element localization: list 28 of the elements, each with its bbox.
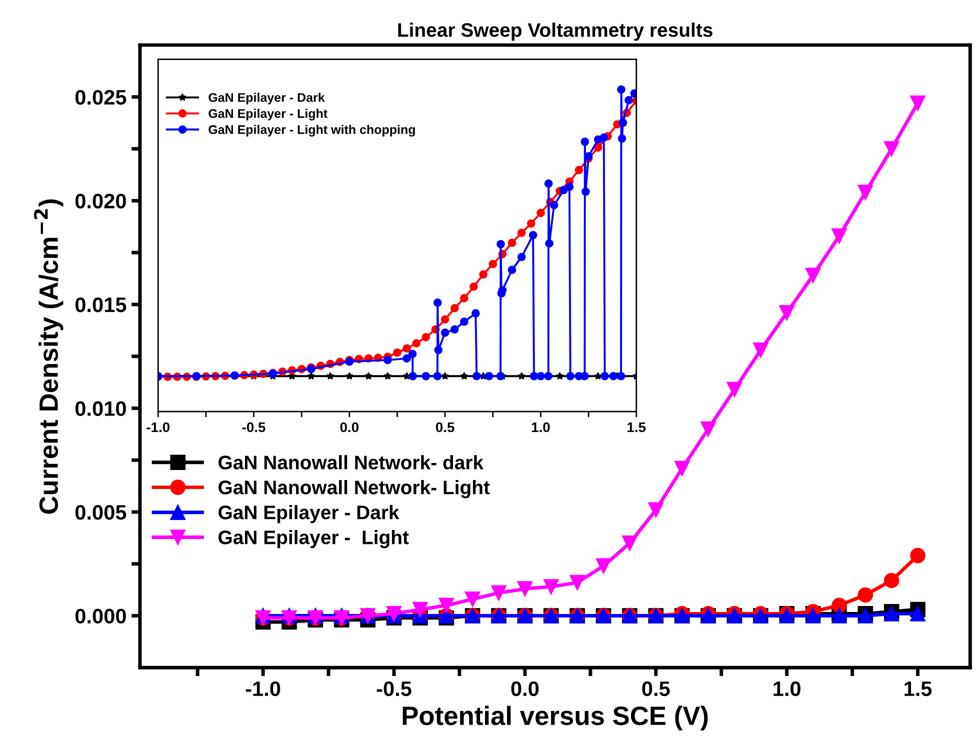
legend-label: GaN Epilayer - Light <box>208 108 328 120</box>
x-tick-label: 1.0 <box>532 422 550 432</box>
x-tick-label: 1.0 <box>774 681 800 696</box>
x-axis-title: Potential versus SCE (V) <box>402 706 708 730</box>
x-tick-label: 0.5 <box>436 422 454 432</box>
legend-label: GaN Nanowall Network- dark <box>218 455 484 470</box>
x-tick-label: 0.5 <box>642 681 670 696</box>
x-tick-label: 0.0 <box>511 681 539 696</box>
y-axis-title: Current Density (A/cm$^{−2}$) <box>34 199 64 514</box>
y-tick-label: 0.005 <box>75 504 126 520</box>
legend-label: GaN Nanowall Network- Light <box>218 480 490 498</box>
y-tick-label: 0.015 <box>75 297 126 312</box>
legend-label: GaN Epilayer - Light <box>218 530 409 548</box>
x-tick-label: -0.5 <box>376 681 412 696</box>
x-tick-label: -1.0 <box>246 681 280 696</box>
x-tick-label: 1.5 <box>628 422 646 432</box>
x-tick-label: 0.0 <box>340 422 358 432</box>
chart-title: Linear Sweep Voltammetry results <box>398 22 712 41</box>
legend-label: GaN Epilayer - Dark <box>208 92 325 104</box>
y-tick-label: 0.025 <box>75 90 126 105</box>
x-tick-label: -0.5 <box>242 422 266 432</box>
legend-label: GaN Epilayer - Dark <box>218 505 400 524</box>
y-tick-label: 0.020 <box>75 194 126 208</box>
legend-label: GaN Epilayer - Light with chopping <box>208 124 415 137</box>
x-tick-label: 1.5 <box>904 682 932 696</box>
y-tick-label: 0.000 <box>75 608 126 624</box>
x-tick-label: -1.0 <box>146 422 170 432</box>
y-tick-label: 0.010 <box>75 401 126 416</box>
